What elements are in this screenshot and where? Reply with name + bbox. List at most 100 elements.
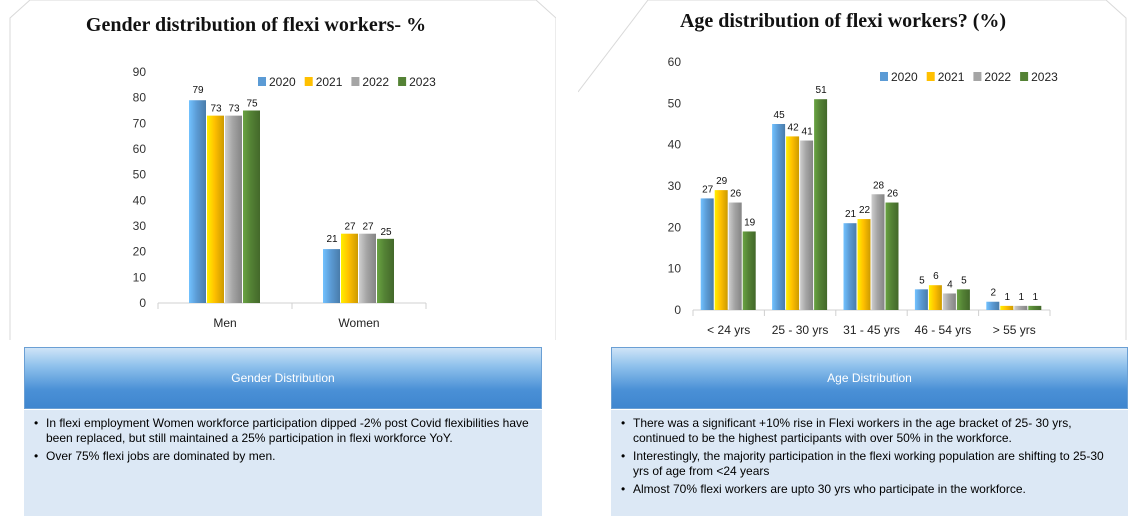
age-value-label: 4 [947, 279, 953, 290]
gender-y-tick-label: 50 [133, 168, 147, 182]
age-bar-2020 [914, 289, 928, 310]
age-bar-2021 [928, 285, 942, 310]
gender-value-label: 27 [362, 222, 374, 233]
age-bar-2023 [742, 231, 756, 310]
age-legend-label: 2023 [1031, 70, 1058, 84]
age-bar-2023 [885, 202, 899, 310]
gender-bar-2021 [207, 115, 224, 303]
age-bar-2022 [871, 194, 885, 310]
gender-notes: In flexi employment Women workforce part… [24, 410, 542, 516]
age-value-label: 42 [788, 122, 800, 133]
age-value-label: 26 [730, 189, 742, 200]
age-value-label: 1 [1019, 292, 1025, 303]
age-bar-2020 [772, 124, 786, 310]
age-value-label: 51 [816, 85, 828, 96]
age-chart-title: Age distribution of flexi workers? (%) [679, 10, 1007, 32]
age-y-tick-label: 20 [668, 220, 682, 234]
gender-legend-label: 2023 [409, 75, 436, 89]
age-legend-label: 2022 [984, 70, 1011, 84]
age-legend-swatch [1020, 72, 1029, 81]
gender-bar-2023 [377, 238, 394, 303]
gender-bar-2023 [243, 110, 260, 303]
age-bar-2023 [956, 289, 970, 310]
age-value-label: 26 [887, 189, 899, 200]
age-bar-2020 [700, 198, 714, 310]
gender-legend-swatch [258, 77, 266, 86]
gender-legend-label: 2021 [316, 75, 343, 89]
age-value-label: 1 [1005, 292, 1011, 303]
age-y-tick-label: 0 [674, 303, 681, 317]
age-legend-swatch [926, 72, 935, 81]
gender-bar-2022 [359, 233, 376, 303]
gender-y-tick-label: 70 [133, 116, 147, 130]
age-bar-2021 [857, 219, 871, 310]
age-value-label: 2 [991, 288, 997, 299]
age-bar-2022 [728, 202, 742, 310]
gender-note-2: Over 75% flexi jobs are dominated by men… [34, 449, 532, 464]
gender-bar-2022 [225, 115, 242, 303]
age-category-label: > 55 yrs [993, 323, 1036, 337]
age-legend-swatch [973, 72, 982, 81]
age-bar-2023 [1028, 305, 1042, 310]
age-y-tick-label: 30 [668, 179, 682, 193]
gender-bar-2020 [189, 100, 206, 303]
gender-y-tick-label: 60 [133, 142, 147, 156]
gender-value-label: 79 [192, 85, 204, 96]
age-bar-2021 [1000, 305, 1014, 310]
age-y-tick-label: 40 [668, 138, 682, 152]
gender-y-tick-label: 10 [133, 270, 147, 284]
gender-legend-swatch [304, 77, 313, 86]
gender-y-tick-label: 80 [133, 91, 147, 105]
gender-chart-title: Gender distribution of flexi workers- % [85, 14, 427, 36]
age-value-label: 28 [873, 180, 885, 191]
age-bar-2020 [986, 301, 1000, 310]
age-value-label: 5 [961, 275, 967, 286]
gender-legend-swatch [398, 77, 407, 86]
age-bar-2023 [814, 99, 828, 310]
age-bar-2022 [1014, 305, 1028, 310]
gender-legend-label: 2020 [269, 75, 296, 89]
gender-value-label: 73 [210, 104, 222, 115]
gender-value-label: 25 [380, 227, 392, 238]
gender-value-label: 73 [228, 104, 240, 115]
gender-distribution-banner: Gender Distribution [24, 347, 542, 409]
age-value-label: 5 [919, 275, 925, 286]
age-value-label: 1 [1033, 292, 1039, 303]
age-legend-swatch [880, 72, 888, 81]
age-note-2: Interestingly, the majority participatio… [621, 449, 1118, 479]
age-bar-2022 [800, 140, 814, 310]
gender-note-1: In flexi employment Women workforce part… [34, 416, 532, 446]
age-value-label: 22 [859, 205, 871, 216]
age-legend-label: 2021 [938, 70, 965, 84]
gender-category-label: Men [213, 316, 236, 330]
gender-value-label: 75 [246, 99, 258, 110]
age-value-label: 21 [845, 209, 857, 220]
gender-y-tick-label: 20 [133, 245, 147, 259]
age-note-3: Almost 70% flexi workers are upto 30 yrs… [621, 482, 1118, 497]
age-bar-2020 [843, 223, 857, 310]
gender-legend-swatch [351, 77, 360, 86]
gender-y-tick-label: 40 [133, 193, 147, 207]
gender-y-tick-label: 30 [133, 219, 147, 233]
age-category-label: 46 - 54 yrs [915, 323, 972, 337]
gender-chart: 0 10 20 30 40 50 60 70 80 90 79 73 73 75 Men 21 27 27 25 Wo… [133, 65, 436, 330]
age-panel-frame [578, 0, 1127, 340]
gender-bar-2020 [323, 249, 340, 303]
age-category-label: 31 - 45 yrs [843, 323, 900, 337]
age-value-label: 29 [716, 176, 728, 187]
age-legend-label: 2020 [891, 70, 918, 84]
age-y-tick-label: 10 [668, 262, 682, 276]
gender-y-tick-label: 0 [139, 296, 146, 310]
age-notes: There was a significant +10% rise in Fle… [611, 410, 1128, 516]
gender-value-label: 27 [344, 222, 356, 233]
age-value-label: 27 [702, 184, 714, 195]
gender-category-label: Women [338, 316, 379, 330]
age-bar-2021 [714, 190, 728, 310]
gender-y-tick-label: 90 [133, 65, 147, 79]
age-category-label: < 24 yrs [707, 323, 750, 337]
age-distribution-banner: Age Distribution [611, 347, 1128, 409]
age-y-tick-label: 50 [668, 96, 682, 110]
age-note-1: There was a significant +10% rise in Fle… [621, 416, 1118, 446]
age-value-label: 19 [744, 217, 756, 228]
